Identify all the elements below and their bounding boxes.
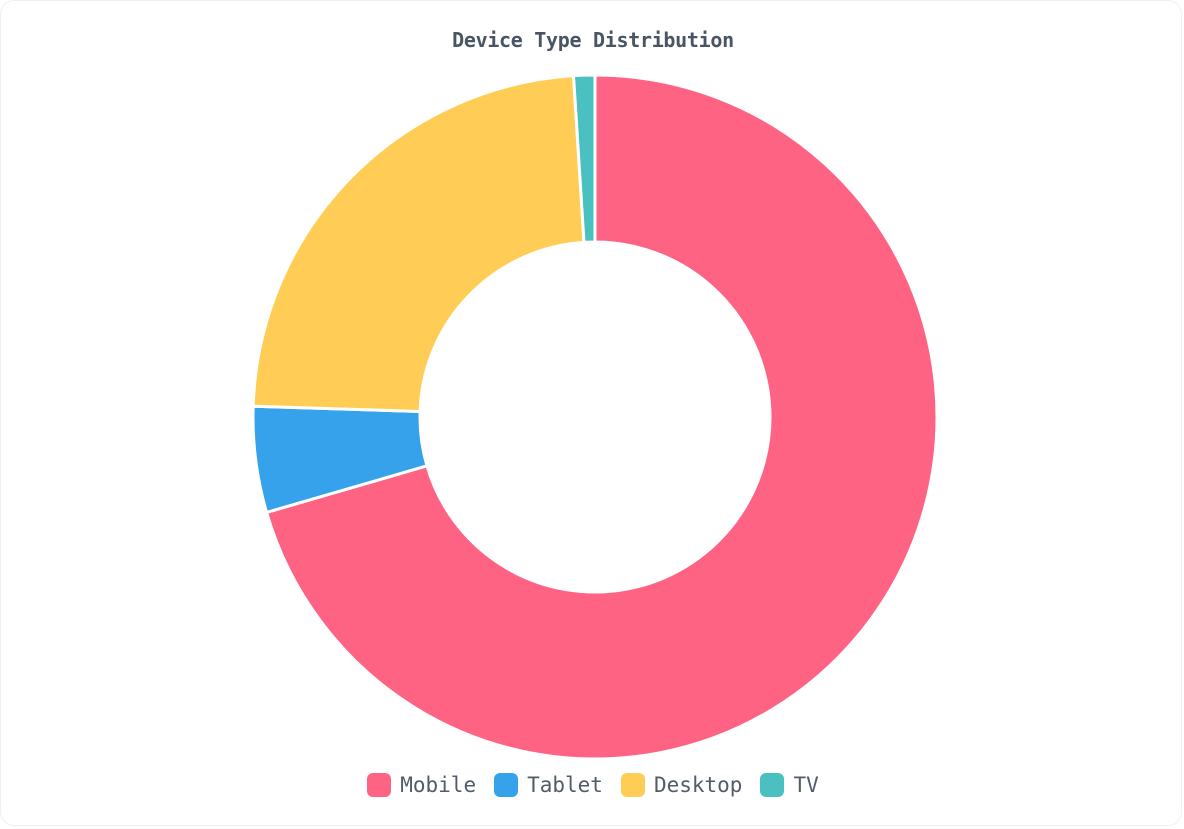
legend-swatch [760, 773, 785, 797]
slice-desktop[interactable] [251, 74, 586, 414]
legend-label: Tablet [527, 773, 603, 797]
legend-label: Mobile [400, 773, 477, 797]
legend-item-tablet[interactable]: Tablet [494, 773, 603, 797]
slice-tv[interactable] [572, 73, 597, 244]
legend-swatch [620, 773, 645, 797]
legend-swatch [494, 773, 519, 797]
legend-item-mobile[interactable]: Mobile [367, 773, 476, 797]
slice-mobile[interactable] [265, 73, 939, 761]
legend-item-tv[interactable]: TV [760, 773, 819, 797]
legend-label: Desktop [653, 773, 743, 797]
legend-label: TV [793, 773, 819, 797]
chart-legend: Mobile Tablet Desktop TV [1, 773, 1184, 797]
legend-swatch [367, 773, 392, 797]
chart-title: Device Type Distribution [452, 28, 734, 52]
legend-item-desktop[interactable]: Desktop [620, 773, 743, 797]
